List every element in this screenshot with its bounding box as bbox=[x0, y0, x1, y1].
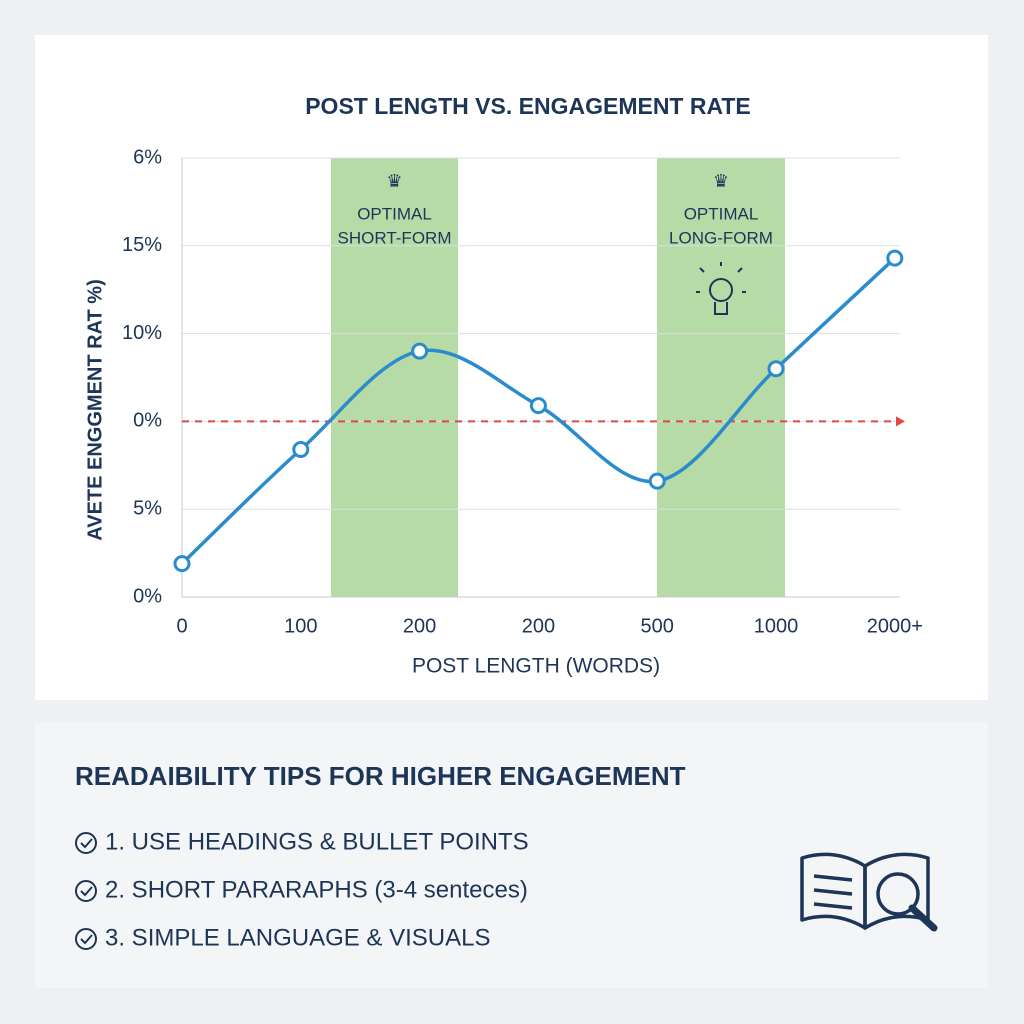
band-label: SHORT-FORM bbox=[338, 228, 452, 247]
plot: ♛ OPTIMAL SHORT-FORM ♛ OPTIMAL LONG-FORM 0% 5% 0… bbox=[122, 146, 923, 637]
data-point bbox=[292, 440, 310, 458]
chart-title: POST LENGTH VS. ENGAGEMENT RATE bbox=[305, 93, 751, 119]
book-icon bbox=[800, 852, 938, 932]
data-point bbox=[529, 397, 547, 415]
x-tick-label: 2000+ bbox=[867, 615, 923, 637]
band-label: OPTIMAL bbox=[684, 204, 759, 223]
check-circle bbox=[75, 832, 97, 854]
data-point bbox=[411, 342, 429, 360]
reference-arrow bbox=[896, 416, 905, 427]
check-mark bbox=[80, 838, 93, 849]
x-tick-label: 500 bbox=[641, 615, 674, 637]
tips-title: READAIBILITY TIPS FOR HIGHER ENGAGEMENT bbox=[75, 761, 686, 791]
y-tick-label: 0% bbox=[133, 585, 162, 607]
x-tick-label: 0 bbox=[176, 615, 187, 637]
y-tick-label: 10% bbox=[122, 322, 162, 344]
tip-item: 2. SHORT PARARAPHS (3-4 senteces) bbox=[105, 876, 528, 903]
y-tick-label: 5% bbox=[133, 497, 162, 519]
chart-panel bbox=[35, 35, 988, 700]
y-tick-label: 0% bbox=[133, 410, 162, 432]
tip-item: 1. USE HEADINGS & BULLET POINTS bbox=[105, 828, 529, 855]
bulb-icon bbox=[696, 262, 746, 315]
check-circle bbox=[75, 880, 97, 902]
check-circle bbox=[75, 928, 97, 950]
data-point bbox=[767, 360, 785, 378]
bulb bbox=[709, 278, 733, 302]
x-tick-label: 200 bbox=[522, 615, 555, 637]
x-tick-label: 200 bbox=[403, 615, 436, 637]
check-mark bbox=[80, 886, 93, 897]
tip-item: 3. SIMPLE LANGUAGE & VISUALS bbox=[105, 924, 490, 951]
data-point bbox=[173, 555, 191, 573]
data-point bbox=[648, 472, 666, 490]
band-label: OPTIMAL bbox=[357, 204, 432, 223]
tips-list: 1. USE HEADINGS & BULLET POINTS 2. SHORT … bbox=[75, 828, 529, 951]
band-crown: ♛ bbox=[386, 171, 402, 191]
highlight-band bbox=[331, 158, 458, 597]
x-tick-label: 1000 bbox=[754, 615, 799, 637]
band-label: LONG-FORM bbox=[669, 228, 773, 247]
y-axis-label: AVETE ENGGMENT RAT %) bbox=[84, 279, 106, 540]
data-point bbox=[886, 249, 904, 267]
highlight-band bbox=[657, 158, 785, 597]
check-mark bbox=[80, 934, 93, 945]
bulb-base bbox=[696, 262, 746, 315]
x-axis-label: POST LENGTH (WORDS) bbox=[412, 655, 660, 678]
y-tick-label: 6% bbox=[133, 146, 162, 168]
y-tick-label: 15% bbox=[122, 234, 162, 256]
x-tick-label: 100 bbox=[284, 615, 317, 637]
band-crown: ♛ bbox=[713, 171, 729, 191]
